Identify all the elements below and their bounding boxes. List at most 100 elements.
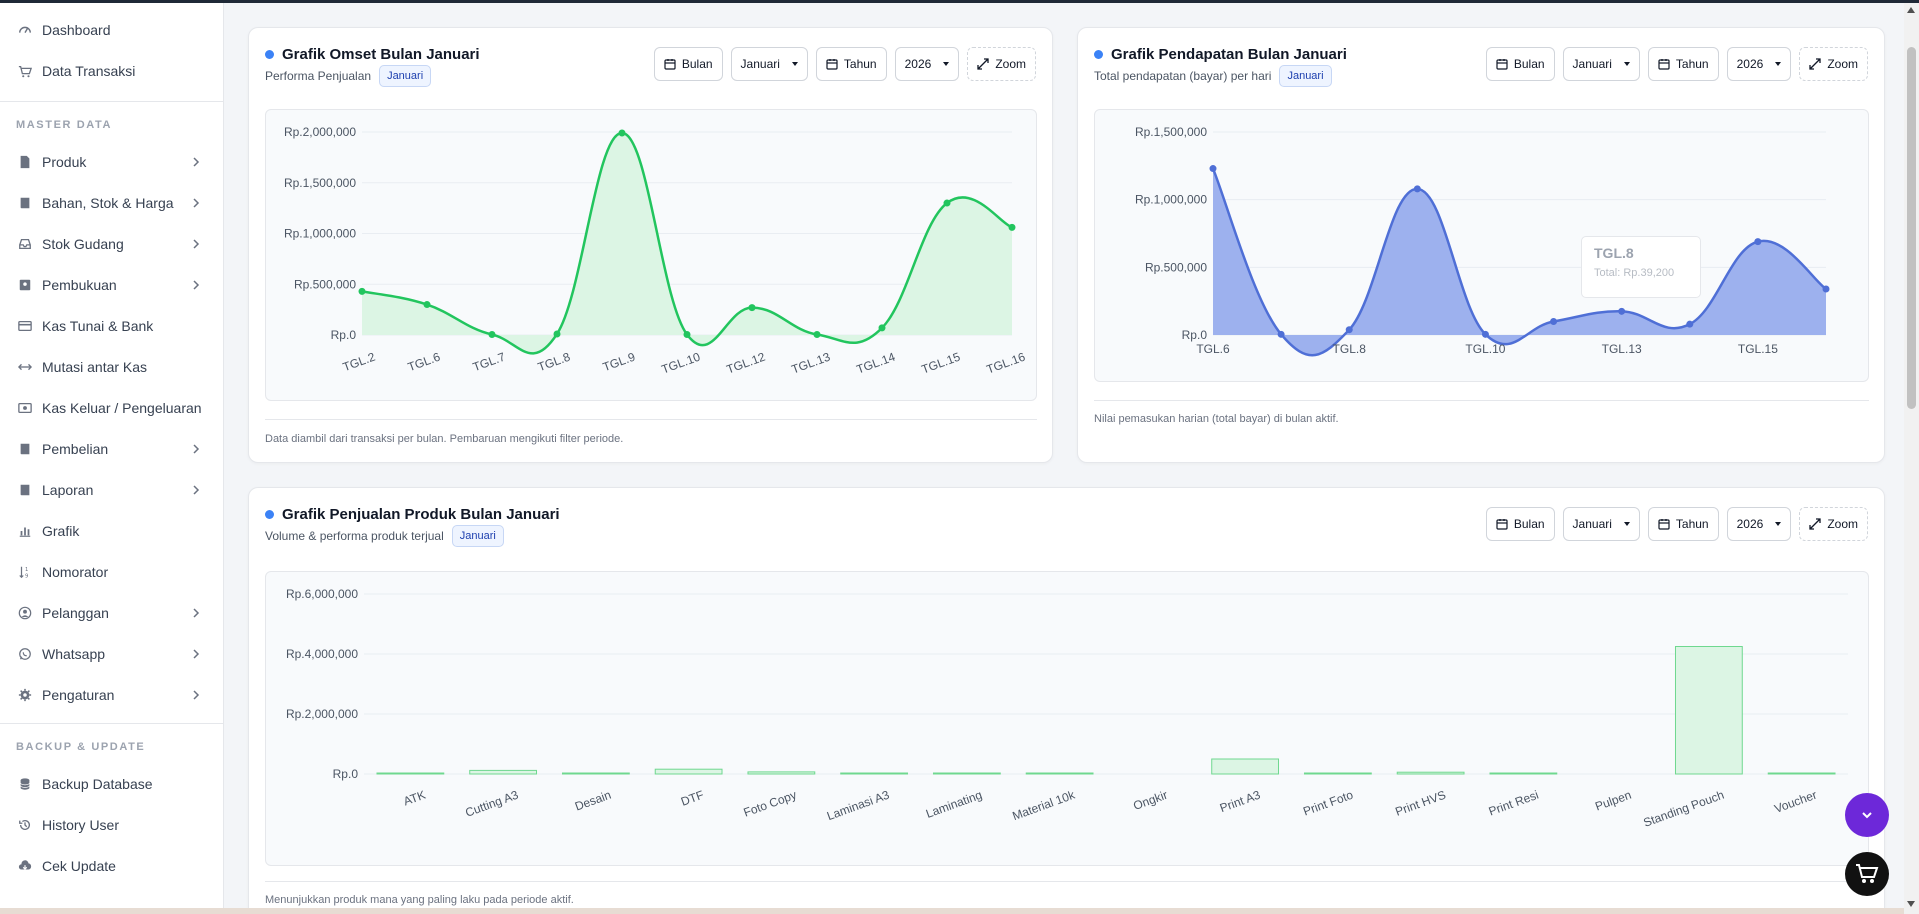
data-point-tgl-15[interactable] [1754, 238, 1762, 246]
bar-voucher[interactable] [1767, 772, 1836, 775]
caret-down-icon [1623, 62, 1630, 66]
bar-desain[interactable] [561, 772, 630, 775]
sidebar-item-backup-database[interactable]: Backup Database [0, 769, 224, 799]
produk-month-button[interactable]: Bulan [1485, 507, 1555, 541]
pendapatan-zoom-button[interactable]: Zoom [1799, 47, 1868, 81]
cart-icon [1856, 864, 1879, 883]
month-button-label: Bulan [1513, 57, 1545, 71]
sidebar-item-pelanggan[interactable]: Pelanggan [0, 598, 224, 628]
pendapatan-year-select[interactable]: 2026 [1726, 47, 1792, 81]
omset-month-select[interactable]: Januari [730, 47, 808, 81]
data-point-tgl-13[interactable] [1618, 307, 1626, 315]
produk-year-select[interactable]: 2026 [1726, 507, 1792, 541]
scroll-up-icon[interactable] [1907, 7, 1915, 13]
status-dot-icon [1094, 50, 1103, 59]
sidebar-item-label: Cek Update [42, 858, 116, 874]
book-icon [17, 482, 33, 498]
omset-year-button[interactable]: Tahun [815, 47, 887, 81]
data-point-tgl-16[interactable] [1008, 223, 1016, 231]
x-tick-label: TGL.13 [790, 350, 833, 377]
sidebar-item-nomorator[interactable]: 1 9 Nomorator [0, 557, 224, 587]
data-point-tgl-7[interactable] [1277, 330, 1285, 338]
sidebar-item-pembukuan[interactable]: Pembukuan [0, 270, 224, 300]
status-dot-icon [265, 510, 274, 519]
data-point-tgl-13[interactable] [813, 330, 821, 338]
zoom-label: Zoom [995, 57, 1026, 71]
sidebar-item-kas-tunai-bank[interactable]: Kas Tunai & Bank [0, 311, 224, 341]
sidebar-item-grafik[interactable]: Grafik [0, 516, 224, 546]
data-point-tgl-6[interactable] [423, 301, 431, 309]
bar-print-hvs[interactable] [1396, 771, 1465, 775]
data-point-tgl-2[interactable] [358, 287, 366, 295]
sidebar-item-bahan-stok-harga[interactable]: Bahan, Stok & Harga [0, 188, 224, 218]
data-point-tgl-16[interactable] [1822, 285, 1830, 293]
sidebar-item-stok-gudang[interactable]: Stok Gudang [0, 229, 224, 259]
pendapatan-year-button[interactable]: Tahun [1647, 47, 1719, 81]
chevron-right-icon [193, 444, 200, 454]
calendar-icon [664, 59, 676, 70]
data-point-tgl-6[interactable] [1209, 165, 1217, 173]
page-scrollbar[interactable] [1904, 3, 1919, 914]
data-point-tgl-9[interactable] [618, 129, 626, 137]
sidebar-item-whatsapp[interactable]: Whatsapp [0, 639, 224, 669]
data-point-tgl-12[interactable] [1550, 317, 1558, 325]
bar-laminasi-a3[interactable] [840, 772, 909, 775]
data-point-tgl-9[interactable] [1413, 185, 1421, 193]
data-point-tgl-14[interactable] [878, 324, 886, 332]
bar-standing-pouch[interactable] [1674, 646, 1743, 775]
pendapatan-month-button[interactable]: Bulan [1485, 47, 1555, 81]
omset-year-select[interactable]: 2026 [894, 47, 960, 81]
bar-atk[interactable] [376, 772, 445, 775]
sidebar-item-pengaturan[interactable]: Pengaturan [0, 680, 224, 710]
divider [1094, 400, 1869, 401]
sidebar-item-produk[interactable]: Produk [0, 147, 224, 177]
bar-print-foto[interactable] [1303, 772, 1372, 775]
sidebar-item-kas-keluar-pengeluaran[interactable]: Kas Keluar / Pengeluaran [0, 393, 224, 423]
bar-dtf[interactable] [654, 768, 723, 775]
y-tick-label: Rp.6,000,000 [286, 587, 358, 601]
sidebar-item-laporan[interactable]: Laporan [0, 475, 224, 505]
chart-svg: Rp.0 Rp.2,000,000 Rp.4,000,000 Rp.6,000,000… [286, 587, 1848, 830]
cart-button[interactable] [1845, 852, 1889, 896]
sidebar-item-dashboard[interactable]: Dashboard [0, 15, 224, 45]
sidebar-item-history-user[interactable]: History User [0, 810, 224, 840]
bar-print-resi[interactable] [1489, 772, 1558, 775]
sidebar-item-label: Whatsapp [42, 646, 106, 662]
sidebar-item-data-transaksi[interactable]: Data Transaksi [0, 56, 224, 86]
data-point-tgl-8[interactable] [1345, 326, 1353, 334]
data-point-tgl-14[interactable] [1686, 320, 1694, 328]
bar-material-10k[interactable] [1025, 772, 1094, 775]
chevron-right-icon [193, 690, 200, 700]
year-select-value: 2026 [904, 57, 932, 71]
x-tick-label: TGL.8 [1333, 342, 1367, 356]
main-content: Grafik Omset Bulan Januari Performa Penj… [224, 3, 1919, 914]
data-point-tgl-15[interactable] [943, 199, 951, 207]
scroll-down-icon[interactable] [1907, 901, 1915, 907]
chevron-right-icon [193, 280, 200, 290]
year-button-label: Tahun [843, 57, 877, 71]
produk-month-select[interactable]: Januari [1562, 507, 1640, 541]
bar-print-a3[interactable] [1211, 758, 1280, 775]
data-point-tgl-12[interactable] [748, 304, 756, 312]
data-point-tgl-10[interactable] [683, 330, 691, 338]
calendar-icon [1496, 519, 1508, 530]
sidebar-item-pembelian[interactable]: Pembelian [0, 434, 224, 464]
chart-svg: Rp.0 Rp.500,000 Rp.1,000,000 Rp.1,500,000 TG… [1135, 125, 1830, 357]
scroll-toggle-button[interactable] [1845, 793, 1889, 837]
produk-year-button[interactable]: Tahun [1647, 507, 1719, 541]
omset-zoom-button[interactable]: Zoom [967, 47, 1036, 81]
pendapatan-month-select[interactable]: Januari [1562, 47, 1640, 81]
data-point-tgl-8[interactable] [553, 330, 561, 338]
sidebar-item-cek-update[interactable]: Cek Update [0, 851, 224, 881]
ledger-icon [17, 277, 33, 293]
data-point-tgl-7[interactable] [488, 330, 496, 338]
omset-month-button[interactable]: Bulan [653, 47, 723, 81]
data-point-tgl-10[interactable] [1481, 330, 1489, 338]
bar-laminating[interactable] [932, 772, 1001, 775]
scrollbar-thumb[interactable] [1907, 47, 1916, 409]
divider [0, 101, 224, 102]
sidebar-item-mutasi-antar-kas[interactable]: Mutasi antar Kas [0, 352, 224, 382]
produk-zoom-button[interactable]: Zoom [1799, 507, 1868, 541]
bar-foto-copy[interactable] [747, 771, 816, 775]
bar-cutting-a3[interactable] [469, 769, 538, 775]
